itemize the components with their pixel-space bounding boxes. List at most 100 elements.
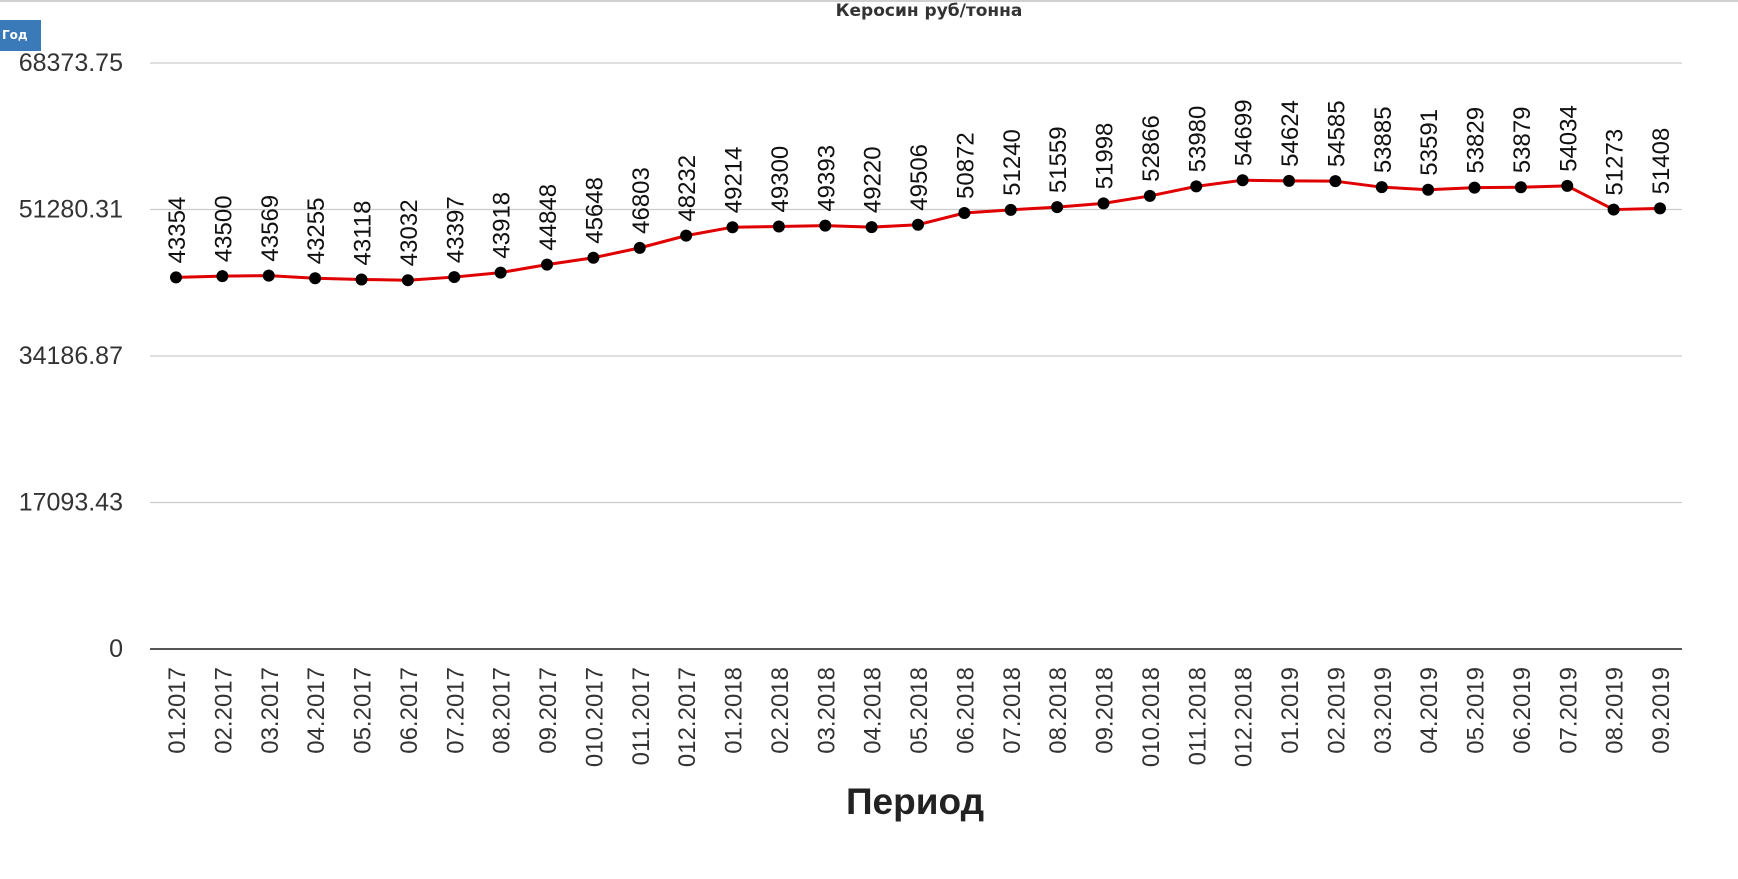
data-label: 54699	[1231, 99, 1258, 166]
y-tick-label: 51280.31	[19, 196, 123, 224]
x-axis-title: Период	[846, 781, 984, 822]
x-tick-label: 03.2017	[257, 667, 284, 754]
data-point	[772, 220, 785, 233]
y-tick-label: 68373.75	[19, 49, 123, 77]
data-point	[1468, 181, 1481, 194]
x-tick-label: 09.2018	[1092, 667, 1119, 754]
data-label: 50872	[952, 132, 979, 199]
data-label: 49506	[906, 144, 933, 211]
data-label: 43255	[303, 198, 330, 265]
data-point	[1097, 197, 1110, 210]
x-tick-label: 02.2018	[767, 667, 794, 754]
x-tick-label: 011.2018	[1184, 667, 1211, 765]
data-point	[262, 269, 275, 282]
data-point	[1004, 203, 1017, 216]
data-label: 53591	[1416, 109, 1443, 176]
data-point	[587, 251, 600, 264]
data-label: 51998	[1092, 123, 1119, 190]
data-label: 46803	[628, 167, 655, 234]
data-label: 44848	[535, 184, 562, 251]
x-tick-label: 03.2018	[813, 667, 840, 754]
x-tick-label: 08.2018	[1045, 667, 1072, 754]
x-tick-label: 04.2019	[1416, 667, 1443, 754]
data-label: 43918	[489, 192, 516, 259]
data-label: 43118	[350, 200, 377, 265]
data-point	[958, 206, 971, 219]
x-tick-label: 012.2017	[674, 667, 701, 767]
data-point	[1236, 174, 1249, 187]
data-point	[1607, 203, 1620, 216]
data-point	[1422, 183, 1435, 196]
data-point	[819, 219, 832, 232]
x-tick-label: 08.2017	[489, 667, 516, 754]
data-point	[494, 266, 507, 279]
x-tick-label: 05.2019	[1463, 667, 1490, 754]
data-label: 53879	[1509, 106, 1536, 173]
data-point	[1654, 202, 1666, 215]
data-label: 43032	[396, 199, 423, 266]
x-tick-label: 02.2019	[1323, 667, 1350, 754]
x-tick-label: 05.2017	[350, 667, 377, 754]
data-point	[1143, 189, 1156, 202]
data-label: 53980	[1184, 106, 1211, 173]
data-point	[1051, 201, 1064, 214]
data-point	[633, 241, 646, 254]
y-tick-label: 34186.87	[19, 342, 123, 370]
data-point	[726, 221, 739, 234]
y-axis-ticks: 0 17093.43 34186.87 51280.31 68373.75	[19, 49, 123, 663]
data-point	[355, 273, 368, 286]
grid-lines	[150, 62, 1682, 650]
data-label: 51559	[1045, 126, 1072, 193]
top-border	[0, 0, 1738, 2]
data-point	[170, 271, 182, 284]
data-label: 51273	[1602, 129, 1629, 196]
data-label: 53885	[1370, 106, 1397, 173]
x-tick-label: 09.2019	[1648, 667, 1675, 754]
data-label: 54034	[1555, 105, 1582, 172]
data-point	[216, 270, 229, 283]
data-label: 54624	[1277, 100, 1304, 167]
data-labels: 43354 43500 43569 43255 43118 43032 43397 43918…	[164, 99, 1675, 266]
data-point	[1375, 181, 1388, 194]
x-tick-label: 06.2019	[1509, 667, 1536, 754]
data-label: 51408	[1648, 128, 1675, 195]
year-period-button[interactable]: Год	[0, 20, 41, 51]
x-tick-label: 07.2019	[1555, 667, 1582, 754]
data-label: 48232	[674, 155, 701, 222]
data-label: 54585	[1323, 100, 1350, 167]
x-tick-label: 07.2017	[442, 667, 469, 754]
data-point	[680, 229, 693, 242]
x-axis-ticks: 01.2017 02.2017 03.2017 04.2017 05.2017 06.20…	[164, 667, 1675, 767]
x-tick-label: 01.2017	[164, 667, 191, 754]
point-markers	[170, 174, 1666, 287]
data-label: 49220	[860, 146, 887, 213]
x-tick-label: 04.2017	[303, 667, 330, 754]
y-tick-label: 0	[109, 635, 123, 663]
data-point	[448, 271, 461, 284]
x-tick-label: 07.2018	[999, 667, 1026, 754]
data-label: 51240	[999, 129, 1026, 196]
data-point	[1514, 181, 1527, 194]
data-point	[309, 272, 322, 285]
y-tick-label: 17093.43	[19, 489, 123, 517]
data-label: 49300	[767, 146, 794, 213]
x-tick-label: 06.2018	[952, 667, 979, 754]
data-point	[1190, 180, 1203, 193]
x-tick-label: 010.2017	[581, 667, 608, 767]
data-point	[1329, 175, 1342, 188]
data-label: 43354	[164, 197, 191, 264]
data-point	[541, 258, 553, 271]
data-point	[1561, 179, 1574, 192]
data-label: 53829	[1463, 107, 1490, 174]
x-tick-label: 011.2017	[628, 667, 655, 765]
data-label: 49214	[721, 146, 748, 213]
data-point	[401, 274, 414, 287]
data-label: 43500	[210, 195, 237, 262]
x-tick-label: 04.2018	[860, 667, 887, 754]
x-tick-label: 010.2018	[1138, 667, 1165, 767]
data-point	[865, 221, 878, 234]
x-tick-label: 09.2017	[535, 667, 562, 754]
data-label: 43569	[257, 195, 284, 262]
x-tick-label: 08.2019	[1602, 667, 1629, 754]
